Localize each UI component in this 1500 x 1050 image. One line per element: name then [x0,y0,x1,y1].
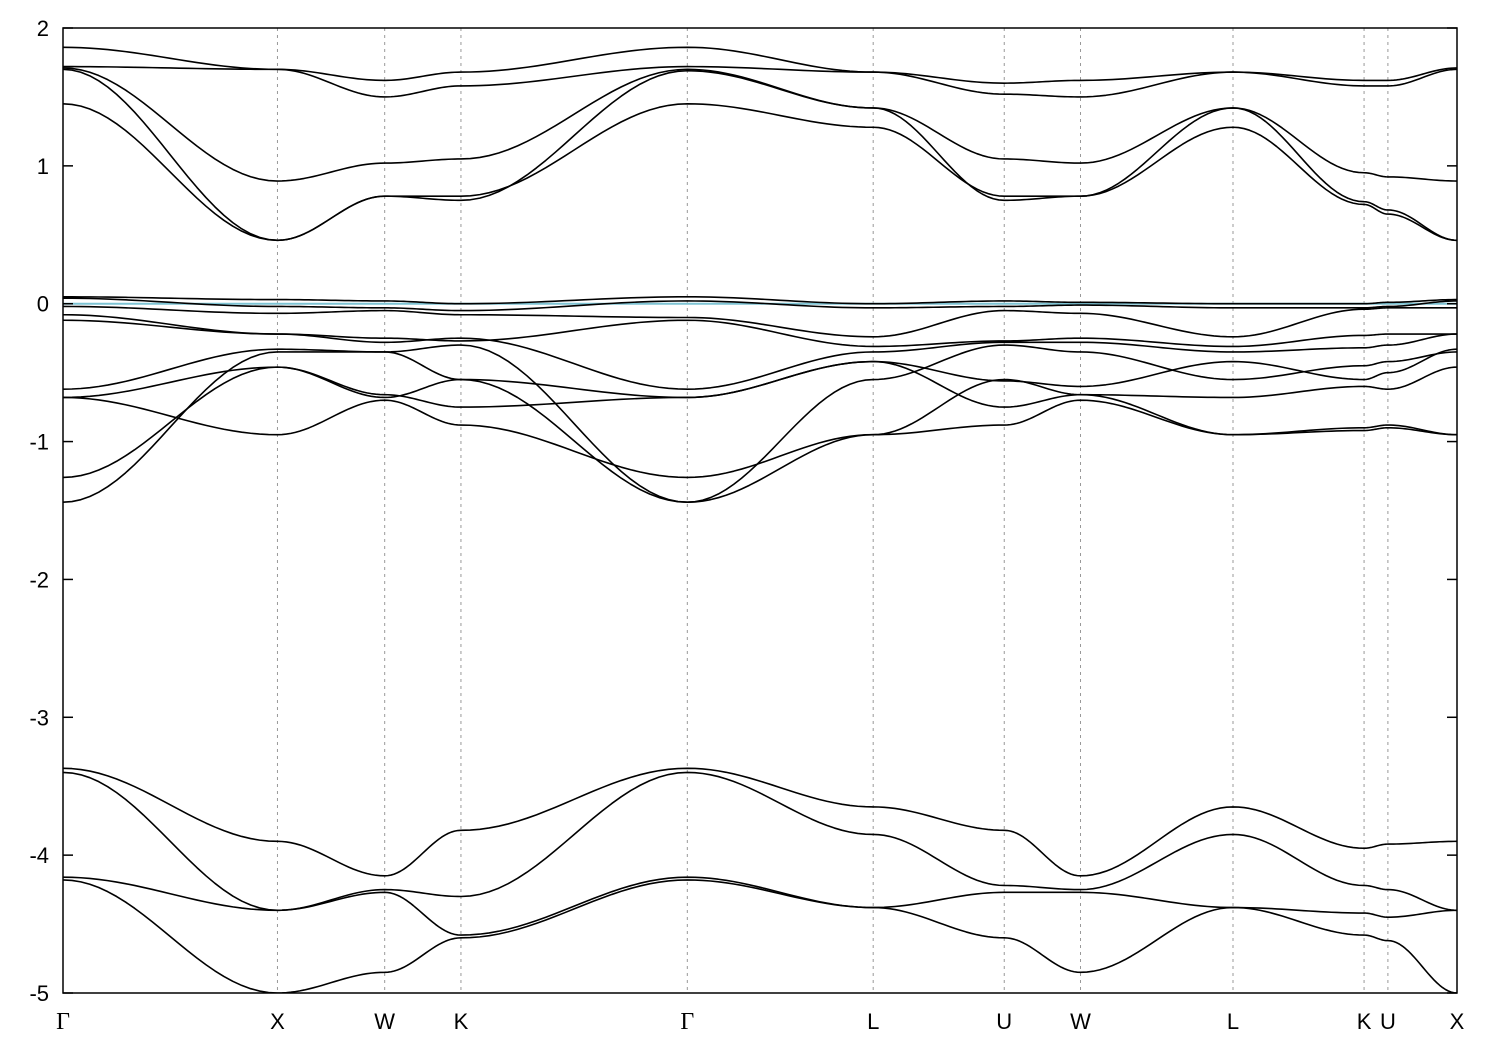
kpoint-label: X [270,1009,285,1034]
kpoint-label: K [454,1009,469,1034]
plot-frame [62,27,1458,994]
band-line [63,344,1457,504]
y-tick-label: -5 [29,981,49,1006]
band-line [63,297,1457,312]
kpoint-label: Γ [56,1009,70,1035]
kpoint-label: U [996,1009,1012,1034]
kpoint-label: L [867,1009,879,1034]
band-line [63,396,1457,479]
band-line [63,103,1457,242]
band-line [63,67,1457,182]
kpoint-label: U [1380,1009,1396,1034]
kpoint-label: L [1227,1009,1239,1034]
band-line [63,65,1457,98]
band-line [63,46,1457,84]
y-tick-label: -4 [29,843,49,868]
y-tick-label: -2 [29,567,49,592]
band-layer [63,46,1457,993]
y-tick-label: -3 [29,705,49,730]
y-axis: 2 1 0 -1 -2 -3 -4 -5 [29,16,1457,1006]
kpoint-label: X [1450,1009,1465,1034]
kpoint-label: W [374,1009,395,1034]
y-tick-label: 1 [37,154,49,179]
grid-layer [276,28,1389,993]
y-tick-label: 0 [37,292,49,317]
band-line [63,296,1457,305]
kpoint-label: Γ [680,1009,694,1035]
band-line [63,313,1457,348]
band-line [63,348,1457,399]
band-line [63,360,1457,408]
band-line [63,879,1457,993]
kpoint-label: W [1070,1009,1091,1034]
kpoint-label: K [1357,1009,1372,1034]
band-line [63,771,1457,912]
band-line [63,319,1457,390]
band-line [63,876,1457,936]
band-line [63,68,1457,242]
y-tick-label: -1 [29,430,49,455]
band-line [63,767,1457,877]
band-line [63,305,1457,338]
band-line [63,366,1457,504]
y-tick-label: 2 [37,16,49,41]
